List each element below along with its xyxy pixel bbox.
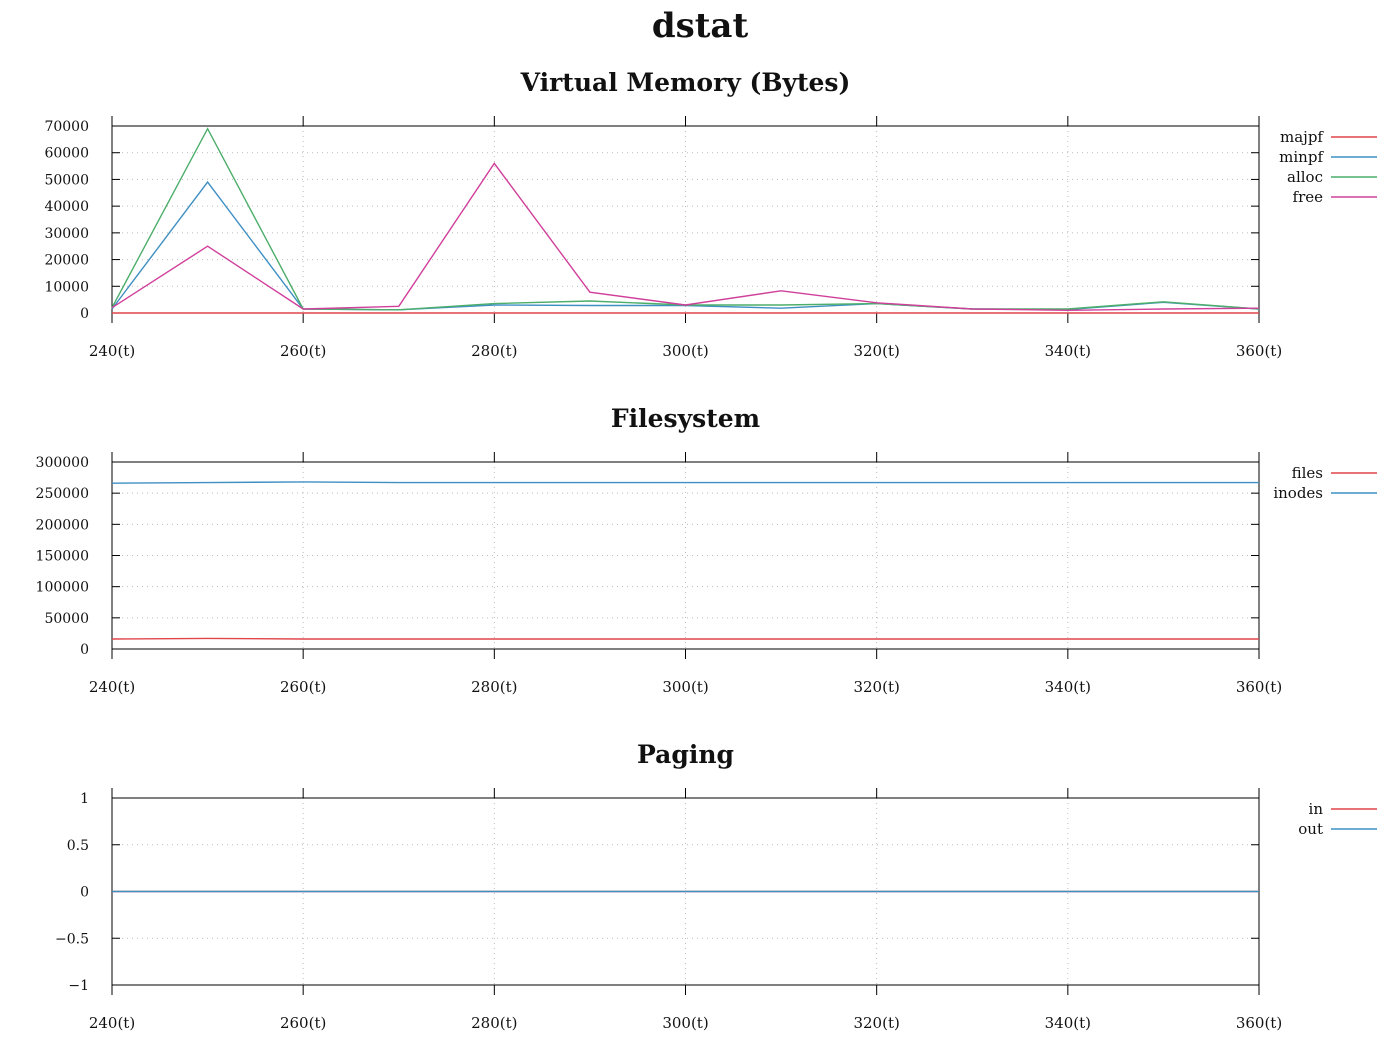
legend-label-minpf: minpf: [1279, 148, 1324, 166]
y-tick-label: 70000: [44, 119, 89, 135]
x-tick-label: 320(t): [853, 678, 899, 696]
legend-label-majpf: majpf: [1280, 128, 1324, 146]
x-tick-label: 360(t): [1236, 678, 1282, 696]
x-tick-label: 280(t): [471, 1014, 517, 1032]
y-tick-label: 30000: [44, 226, 89, 242]
y-tick-label: −1: [68, 978, 89, 994]
x-tick-label: 320(t): [853, 1014, 899, 1032]
legend-label-inodes: inodes: [1273, 484, 1323, 502]
series-line-inodes: [111, 481, 1259, 484]
y-tick-label: 50000: [44, 172, 89, 188]
x-tick-label: 260(t): [280, 342, 326, 360]
x-tick-label: 280(t): [471, 342, 517, 360]
chart-panel-3: Paging −1 −0.5 0 0.5 1 240(t) 260(t) 280(t) 300(t…: [55, 740, 1377, 1032]
chart-title: Filesystem: [611, 404, 760, 433]
y-tick-label: 10000: [44, 279, 89, 295]
legend-label-in: in: [1309, 800, 1324, 818]
y-tick-label: 20000: [44, 253, 89, 269]
x-tick-label: 340(t): [1045, 678, 1091, 696]
legend-label-free: free: [1293, 188, 1324, 206]
chart-panel-2: Filesystem 0 50000 100000 150000 200000 250000…: [36, 404, 1377, 696]
y-tick-label: 0: [80, 885, 89, 901]
y-tick-label: 200000: [36, 517, 89, 533]
y-tick-label: 0: [80, 642, 89, 658]
y-tick-label: 100000: [36, 580, 89, 596]
x-tick-label: 240(t): [89, 342, 135, 360]
x-tick-label: 300(t): [662, 678, 708, 696]
x-tick-label: 360(t): [1236, 1014, 1282, 1032]
x-tick-label: 340(t): [1045, 1014, 1091, 1032]
x-tick-label: 240(t): [89, 678, 135, 696]
x-tick-label: 260(t): [280, 678, 326, 696]
chart-panel-1: Virtual Memory (Bytes) 0 10000 20000 30000 40…: [44, 68, 1377, 360]
x-tick-label: 300(t): [662, 1014, 708, 1032]
y-tick-label: 40000: [44, 199, 89, 215]
plot-frame: [111, 461, 1260, 650]
y-tick-label: −0.5: [55, 931, 89, 947]
y-tick-label: 300000: [36, 455, 89, 471]
y-tick-label: 0.5: [67, 838, 89, 854]
legend-label-out: out: [1298, 820, 1323, 838]
legend-label-alloc: alloc: [1287, 168, 1323, 186]
x-tick-label: 320(t): [853, 342, 899, 360]
x-tick-label: 300(t): [662, 342, 708, 360]
chart-title: Paging: [637, 740, 734, 769]
page-title: dstat: [651, 6, 749, 46]
y-tick-label: 60000: [44, 146, 89, 162]
y-tick-label: 50000: [44, 611, 89, 627]
y-tick-label: 0: [80, 306, 89, 322]
y-tick-label: 250000: [36, 486, 89, 502]
y-tick-label: 1: [80, 791, 89, 807]
y-tick-label: 150000: [36, 549, 89, 565]
legend-label-files: files: [1292, 464, 1323, 482]
series-line-files: [111, 637, 1259, 640]
x-tick-label: 340(t): [1045, 342, 1091, 360]
x-tick-label: 360(t): [1236, 342, 1282, 360]
x-tick-label: 280(t): [471, 678, 517, 696]
plot-frame: [111, 125, 1260, 314]
series-line-free: [111, 162, 1260, 312]
x-tick-label: 240(t): [89, 1014, 135, 1032]
chart-title: Virtual Memory (Bytes): [520, 68, 851, 97]
x-tick-label: 260(t): [280, 1014, 326, 1032]
